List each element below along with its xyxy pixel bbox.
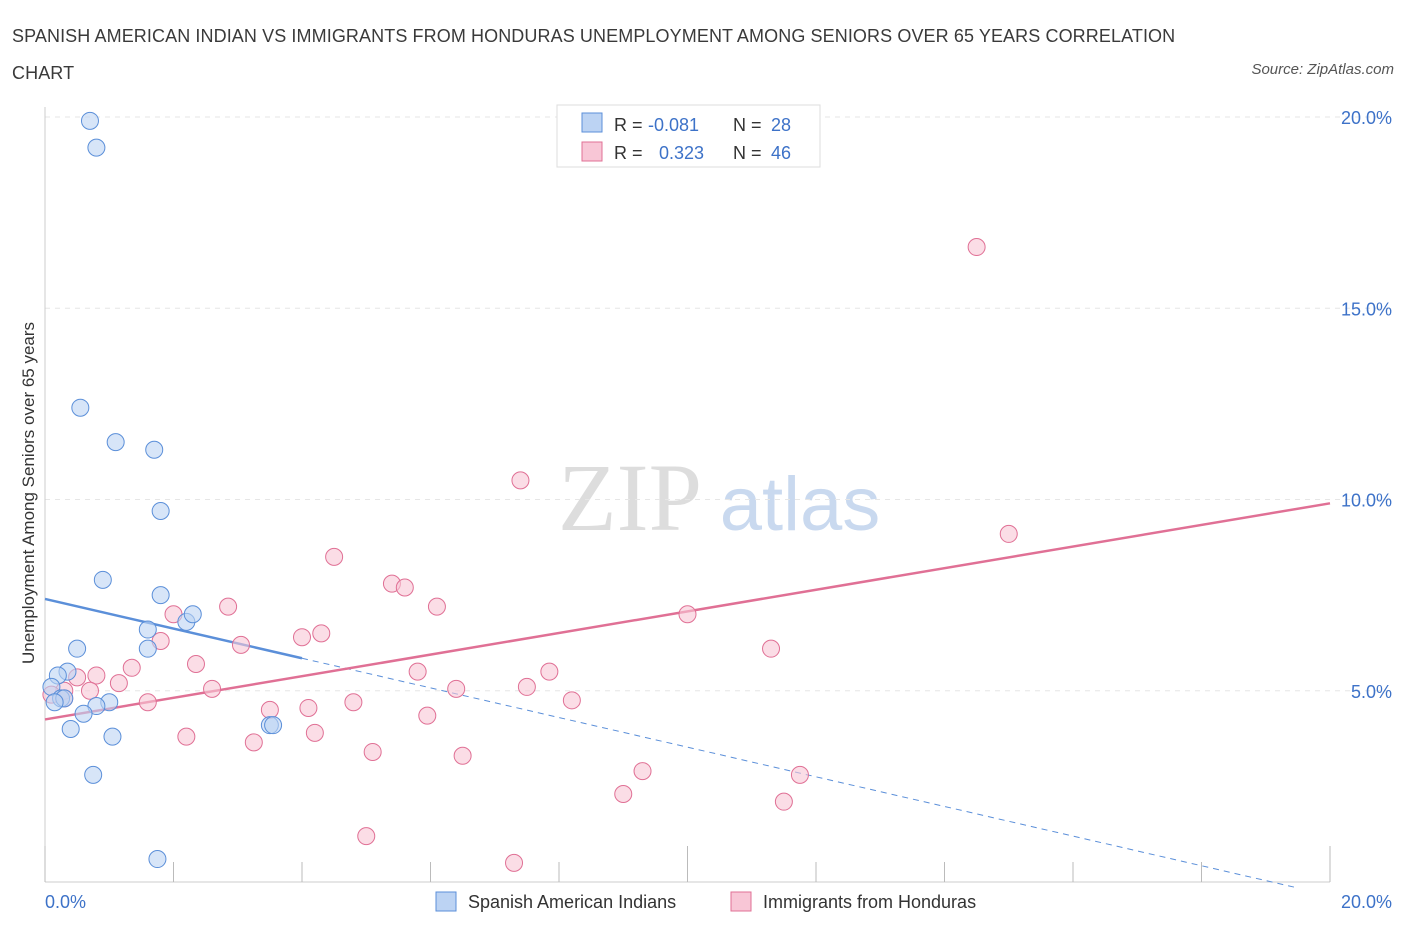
point-s1-31 [344, 693, 363, 712]
point-s0-10 [183, 605, 202, 624]
point-s0-24 [264, 716, 283, 735]
point-s1-33 [260, 700, 279, 719]
point-s0-21 [61, 720, 80, 738]
point-s0-6 [93, 570, 112, 589]
data-points [42, 111, 1018, 872]
point-s1-38 [244, 733, 263, 752]
point-s0-27 [45, 693, 64, 712]
point-s0-4 [145, 440, 164, 459]
legend-label-spanish-american-indians: Spanish American Indians [468, 892, 676, 912]
point-s1-14 [231, 635, 250, 654]
point-s0-5 [151, 501, 170, 520]
trend-lines [44, 502, 1331, 889]
point-s1-8 [219, 597, 238, 616]
point-s1-30 [138, 693, 157, 712]
point-s1-42 [790, 765, 809, 784]
stats-r-value-blue: -0.081 [648, 115, 699, 135]
point-s1-11 [312, 624, 331, 643]
point-s0-1 [87, 138, 106, 157]
point-s0-12 [68, 639, 87, 658]
watermark-atlas: atlas [720, 462, 881, 547]
point-s1-7 [427, 597, 446, 616]
y-tick-label-15: 15.0% [1341, 299, 1392, 319]
point-s1-35 [418, 706, 437, 725]
gridlines [45, 116, 1393, 692]
point-s1-27 [447, 679, 466, 698]
y-axis-title: Unemployment Among Seniors over 65 years [19, 322, 38, 664]
point-s1-1 [967, 238, 986, 257]
point-s1-2 [999, 524, 1018, 543]
stats-swatch-pink [581, 141, 603, 162]
x-tick-label-min: 0.0% [45, 892, 86, 912]
point-s1-46 [505, 853, 524, 872]
point-s1-25 [203, 679, 222, 698]
legend-label-immigrants-from-honduras: Immigrants from Honduras [763, 892, 976, 912]
stats-n-value-blue: 28 [771, 115, 791, 135]
point-s1-37 [177, 727, 196, 746]
trend-line-0 [44, 597, 303, 660]
point-s1-41 [633, 762, 652, 781]
point-s1-32 [562, 691, 581, 710]
point-s1-22 [109, 674, 128, 693]
point-s1-4 [325, 547, 344, 566]
point-s1-34 [299, 698, 318, 717]
chart-title: SPANISH AMERICAN INDIAN VS IMMIGRANTS FR… [12, 26, 1176, 83]
bottom-legend: Spanish American Indians Immigrants from… [435, 891, 976, 912]
point-s1-12 [293, 628, 311, 647]
x-tick-label-max: 20.0% [1341, 892, 1392, 912]
stats-r-value-pink: 0.323 [659, 143, 704, 163]
axes [44, 107, 1331, 883]
stats-n-label-blue: N = [733, 115, 762, 135]
y-tick-label-20: 20.0% [1341, 108, 1392, 128]
stats-n-value-pink: 46 [771, 143, 791, 163]
point-s0-22 [103, 727, 122, 746]
point-s1-15 [762, 639, 781, 658]
point-s1-43 [614, 785, 633, 804]
point-s0-25 [84, 765, 103, 784]
point-s1-44 [774, 792, 793, 811]
y-tick-label-10: 10.0% [1341, 491, 1392, 511]
point-s1-17 [122, 658, 141, 677]
point-s1-19 [540, 662, 559, 681]
point-s0-26 [148, 850, 167, 869]
watermark-zip: ZIP [558, 444, 702, 551]
point-s1-23 [80, 681, 99, 700]
stats-swatch-blue [581, 112, 603, 133]
stats-r-label-pink: R = [614, 143, 643, 163]
point-s1-3 [511, 471, 530, 490]
watermark: ZIP atlas [558, 444, 880, 551]
point-s1-45 [357, 827, 376, 846]
point-s1-10 [678, 605, 697, 624]
point-s0-11 [138, 639, 157, 658]
point-s0-8 [138, 620, 157, 639]
point-s1-40 [453, 746, 472, 765]
point-s1-20 [87, 666, 106, 685]
legend-swatch-spanish-american-indians [435, 891, 457, 912]
point-s0-3 [106, 433, 125, 452]
point-s1-26 [517, 677, 536, 696]
stats-r-label-blue: R = [614, 115, 643, 135]
point-s0-0 [80, 111, 99, 130]
y-tick-label-5: 5.0% [1351, 682, 1392, 702]
stats-n-label-pink: N = [733, 143, 762, 163]
source-label: Source: ZipAtlas.com [1251, 61, 1394, 78]
point-s1-18 [408, 662, 427, 681]
point-s1-36 [305, 723, 324, 742]
point-s1-39 [363, 742, 382, 761]
y-tick-labels: 5.0% 10.0% 15.0% 20.0% [1341, 108, 1392, 702]
point-s1-6 [395, 578, 414, 597]
point-s0-2 [71, 398, 90, 417]
point-s0-7 [151, 586, 170, 605]
stats-box: R = -0.081 N = 28 R = 0.323 N = 46 [556, 104, 821, 168]
legend-swatch-immigrants-from-honduras [730, 891, 752, 912]
point-s1-16 [186, 654, 205, 673]
point-s0-20 [74, 704, 93, 723]
